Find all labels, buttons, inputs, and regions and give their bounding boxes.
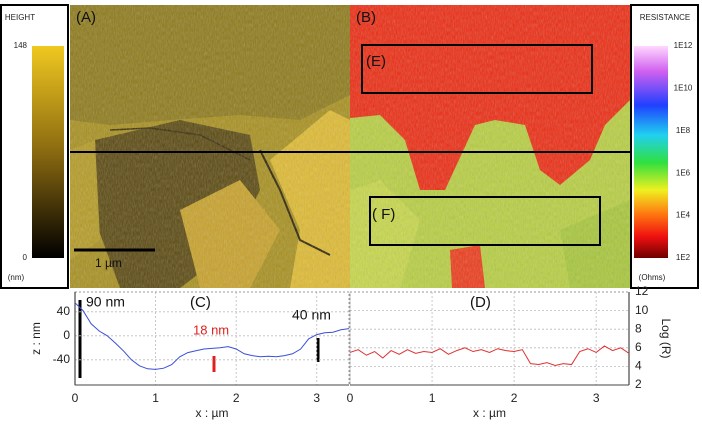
resistance-ticks: 1E12 1E10 1E8 1E6 1E4 1E2: [674, 41, 693, 262]
x-tick-label: 2: [511, 391, 518, 405]
panel-label: (D): [470, 294, 491, 311]
y-tick-label: 2: [635, 377, 642, 391]
resistance-tick-label: 1E10: [674, 84, 693, 93]
panel-label: (C): [190, 294, 211, 311]
y-tick-label: 40: [57, 304, 71, 318]
annotation: 40 nm: [292, 307, 331, 323]
resistance-unit: (Ohms): [639, 273, 666, 282]
height-unit: (nm): [8, 273, 25, 282]
panel-label: (B): [356, 9, 376, 26]
profile: [74, 302, 350, 370]
height-max: 148: [14, 41, 28, 50]
y-axis-label: Log (R): [659, 318, 673, 358]
region-label: (E): [366, 53, 386, 70]
x-tick-label: 0: [347, 391, 354, 405]
resistance-tick-label: 1E12: [674, 41, 693, 50]
y-axis-label: z : nm: [29, 322, 43, 355]
x-tick-label: 3: [593, 391, 600, 405]
x-axis-label: x : µm: [196, 406, 229, 420]
region-label: ( F): [372, 206, 395, 223]
panel-label: (A): [76, 9, 96, 26]
resistance-image: [350, 5, 630, 288]
y-tick-label: 0: [63, 328, 70, 342]
x-tick-label: 0: [72, 391, 79, 405]
x-tick-label: 2: [233, 391, 240, 405]
annotation: 18 nm: [193, 322, 229, 337]
resistance-scale-title: RESISTANCE: [640, 13, 691, 22]
height-gradient: [32, 46, 64, 258]
height-scale-title: HEIGHT: [5, 13, 35, 22]
x-tick-label: 1: [429, 391, 436, 405]
annotation: 90 nm: [86, 294, 125, 310]
y-tick-label: 12: [635, 284, 649, 298]
y-tick-label: 10: [635, 303, 649, 317]
x-tick-label: 1: [152, 391, 159, 405]
profile: [349, 345, 630, 366]
x-axis-label: x : µm: [473, 406, 506, 420]
x-tick-label: 3: [313, 391, 320, 405]
resistance-tick-label: 1E6: [676, 168, 691, 177]
y-tick-label: 8: [635, 321, 642, 335]
y-tick-label: 4: [635, 359, 642, 373]
scale-bar-label: 1 µm: [95, 256, 122, 270]
resistance-gradient: [634, 46, 668, 258]
height-min: 0: [23, 253, 28, 262]
y-tick-label: -40: [53, 352, 71, 366]
resistance-tick-label: 1E8: [676, 126, 691, 135]
y-tick-label: 6: [635, 340, 642, 354]
height-image: [70, 5, 350, 288]
resistance-tick-label: 1E4: [676, 211, 691, 220]
resistance-tick-label: 1E2: [676, 253, 691, 262]
